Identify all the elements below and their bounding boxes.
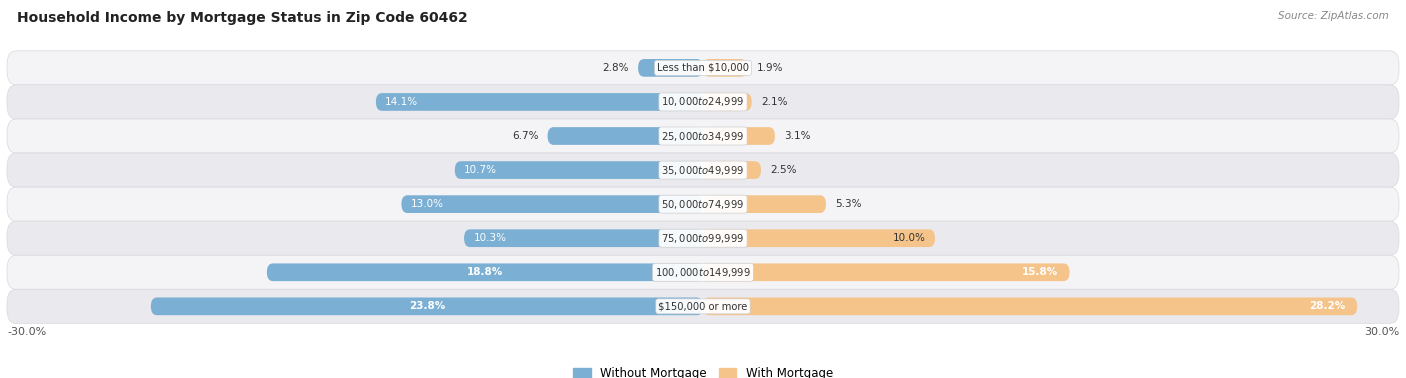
FancyBboxPatch shape	[375, 93, 703, 111]
FancyBboxPatch shape	[638, 59, 703, 77]
FancyBboxPatch shape	[703, 297, 1357, 315]
FancyBboxPatch shape	[7, 51, 1399, 85]
Text: 18.8%: 18.8%	[467, 267, 503, 277]
Text: 14.1%: 14.1%	[385, 97, 419, 107]
Text: 10.0%: 10.0%	[893, 233, 925, 243]
FancyBboxPatch shape	[7, 289, 1399, 323]
Text: 2.1%: 2.1%	[761, 97, 787, 107]
FancyBboxPatch shape	[703, 195, 825, 213]
Text: $35,000 to $49,999: $35,000 to $49,999	[661, 164, 745, 177]
Text: 28.2%: 28.2%	[1309, 301, 1346, 311]
FancyBboxPatch shape	[547, 127, 703, 145]
FancyBboxPatch shape	[7, 187, 1399, 221]
Text: 13.0%: 13.0%	[411, 199, 444, 209]
Text: Less than $10,000: Less than $10,000	[657, 63, 749, 73]
FancyBboxPatch shape	[703, 161, 761, 179]
Text: Source: ZipAtlas.com: Source: ZipAtlas.com	[1278, 11, 1389, 21]
Text: 10.7%: 10.7%	[464, 165, 498, 175]
Text: $25,000 to $34,999: $25,000 to $34,999	[661, 130, 745, 143]
Text: 1.9%: 1.9%	[756, 63, 783, 73]
FancyBboxPatch shape	[150, 297, 703, 315]
Text: -30.0%: -30.0%	[7, 327, 46, 337]
FancyBboxPatch shape	[703, 263, 1070, 281]
FancyBboxPatch shape	[7, 119, 1399, 153]
Text: Household Income by Mortgage Status in Zip Code 60462: Household Income by Mortgage Status in Z…	[17, 11, 468, 25]
Text: 10.3%: 10.3%	[474, 233, 506, 243]
Text: 2.8%: 2.8%	[602, 63, 628, 73]
FancyBboxPatch shape	[267, 263, 703, 281]
Text: $50,000 to $74,999: $50,000 to $74,999	[661, 198, 745, 211]
FancyBboxPatch shape	[454, 161, 703, 179]
FancyBboxPatch shape	[7, 255, 1399, 289]
FancyBboxPatch shape	[402, 195, 703, 213]
Text: 2.5%: 2.5%	[770, 165, 797, 175]
FancyBboxPatch shape	[7, 85, 1399, 119]
Text: 3.1%: 3.1%	[785, 131, 811, 141]
Text: $100,000 to $149,999: $100,000 to $149,999	[655, 266, 751, 279]
FancyBboxPatch shape	[464, 229, 703, 247]
FancyBboxPatch shape	[703, 229, 935, 247]
FancyBboxPatch shape	[7, 221, 1399, 255]
Text: $150,000 or more: $150,000 or more	[658, 301, 748, 311]
Legend: Without Mortgage, With Mortgage: Without Mortgage, With Mortgage	[574, 367, 832, 378]
FancyBboxPatch shape	[703, 93, 752, 111]
Text: 5.3%: 5.3%	[835, 199, 862, 209]
Text: 23.8%: 23.8%	[409, 301, 446, 311]
Text: $10,000 to $24,999: $10,000 to $24,999	[661, 95, 745, 108]
Text: $75,000 to $99,999: $75,000 to $99,999	[661, 232, 745, 245]
Text: 15.8%: 15.8%	[1022, 267, 1057, 277]
Text: 30.0%: 30.0%	[1364, 327, 1399, 337]
FancyBboxPatch shape	[703, 127, 775, 145]
Text: 6.7%: 6.7%	[512, 131, 538, 141]
FancyBboxPatch shape	[7, 153, 1399, 187]
FancyBboxPatch shape	[703, 59, 747, 77]
